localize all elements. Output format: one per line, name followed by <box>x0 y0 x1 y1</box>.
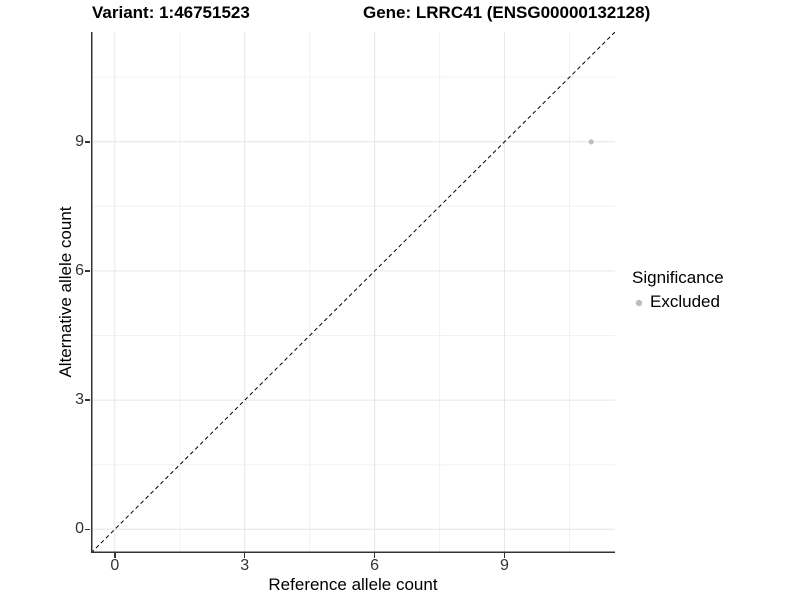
y-tick-mark <box>85 528 90 531</box>
y-axis-title: Alternative allele count <box>56 206 75 378</box>
x-tick-label: 6 <box>370 557 380 574</box>
y-tick-label: 9 <box>75 132 84 150</box>
x-tick-label: 9 <box>500 557 509 574</box>
x-tick-mark <box>114 553 116 558</box>
legend-point-icon <box>635 299 643 306</box>
y-tick-mark <box>85 399 90 401</box>
gridlines-major <box>91 32 615 553</box>
points-layer <box>588 139 594 145</box>
y-tick-mark <box>85 270 90 272</box>
gridlines-minor <box>91 32 615 553</box>
x-tick-label: 3 <box>240 557 250 574</box>
x-tick-mark <box>373 553 376 558</box>
y-tick-label: 3 <box>75 391 84 409</box>
y-tick-mark <box>85 141 90 143</box>
legend-title: Significance <box>632 268 724 287</box>
data-point <box>588 139 594 145</box>
plot-title-gene: Gene: LRRC41 (ENSG00000132128) <box>363 3 651 22</box>
identity-reference-line <box>91 32 615 553</box>
plot-panel <box>91 32 615 553</box>
legend-entry-excluded: Excluded <box>632 292 724 312</box>
y-tick-label: 0 <box>75 520 84 538</box>
legend-entry-label: Excluded <box>650 292 720 311</box>
x-tick-mark <box>243 553 246 558</box>
y-tick-label: 6 <box>75 261 84 279</box>
x-tick-label: 0 <box>110 557 120 574</box>
legend: Significance Excluded <box>632 268 724 312</box>
plot-title-variant: Variant: 1:46751523 <box>92 3 250 22</box>
x-tick-mark <box>503 553 506 558</box>
x-axis-title: Reference allele count <box>268 575 438 594</box>
